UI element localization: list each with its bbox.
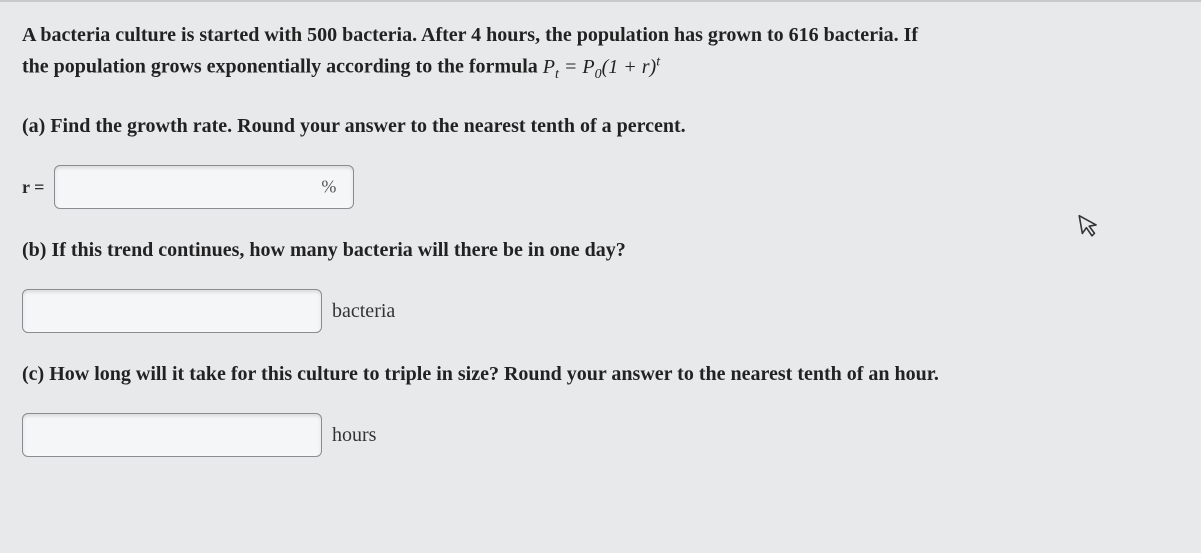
intro-line-2-prefix: the population grows exponentially accor… xyxy=(22,56,543,78)
part-b-answer-row: bacteria xyxy=(22,289,1179,333)
part-c: (c) How long will it take for this cultu… xyxy=(22,359,1179,457)
intro-line-1: A bacteria culture is started with 500 b… xyxy=(22,24,918,46)
bacteria-unit-label: bacteria xyxy=(332,300,395,323)
bacteria-count-input[interactable] xyxy=(22,289,322,333)
formula: Pt = P0(1 + r)t xyxy=(543,56,660,78)
cursor-icon xyxy=(1077,210,1103,239)
part-a: (a) Find the growth rate. Round your ans… xyxy=(22,111,1179,209)
part-c-prompt: (c) How long will it take for this cultu… xyxy=(22,359,1179,389)
part-a-answer-row: r = % xyxy=(22,165,1179,209)
r-equals-label: r = xyxy=(22,177,44,198)
problem-statement: A bacteria culture is started with 500 b… xyxy=(22,20,1179,85)
part-a-input-wrap: % xyxy=(54,165,354,209)
growth-rate-input[interactable] xyxy=(54,165,354,209)
part-c-answer-row: hours xyxy=(22,413,1179,457)
hours-input[interactable] xyxy=(22,413,322,457)
part-a-prompt: (a) Find the growth rate. Round your ans… xyxy=(22,111,1179,141)
part-b-prompt: (b) If this trend continues, how many ba… xyxy=(22,235,1179,265)
part-b: (b) If this trend continues, how many ba… xyxy=(22,235,1179,333)
hours-unit-label: hours xyxy=(332,424,376,447)
question-container: A bacteria culture is started with 500 b… xyxy=(0,0,1201,553)
